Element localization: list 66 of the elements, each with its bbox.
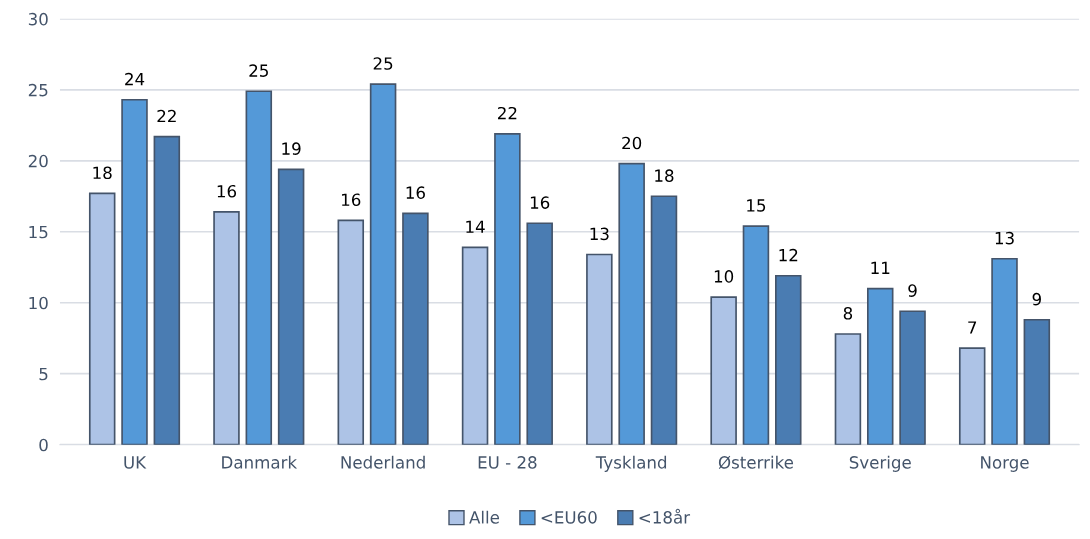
- data-label: 9: [1032, 292, 1041, 306]
- bar: [369, 83, 397, 445]
- x-tick-label: EU - 28: [478, 456, 537, 469]
- bar: [958, 347, 986, 445]
- bar: [650, 195, 678, 445]
- bar: [245, 90, 273, 445]
- bar: [121, 98, 148, 445]
- data-label: 13: [995, 231, 1014, 245]
- data-label: 13: [590, 227, 609, 241]
- x-tick-label: Nederland: [341, 455, 425, 469]
- data-label: 18: [93, 166, 112, 180]
- data-label: 22: [157, 109, 176, 123]
- bar: [742, 225, 770, 445]
- y-tick-label: 20: [28, 154, 48, 168]
- data-label: 25: [249, 64, 268, 77]
- x-tick-label: UK: [124, 456, 147, 469]
- data-label: 15: [747, 199, 766, 212]
- bar: [337, 219, 365, 445]
- y-tick-label: 0: [39, 438, 48, 452]
- data-label: 25: [373, 57, 393, 70]
- bar: [834, 333, 862, 445]
- data-label: 9: [908, 284, 917, 297]
- data-label: 19: [282, 142, 301, 155]
- bar: [710, 296, 737, 445]
- bar: [586, 253, 613, 445]
- y-tick-label: 15: [29, 225, 48, 239]
- bar: [618, 162, 645, 445]
- bar: [88, 192, 116, 445]
- bar: [153, 135, 181, 445]
- data-label: 20: [622, 136, 642, 150]
- data-label: 16: [217, 184, 237, 198]
- data-label: 22: [498, 106, 517, 120]
- bar: [277, 168, 305, 445]
- x-tick-label: Østerrike: [718, 455, 794, 470]
- data-label: 11: [871, 261, 890, 274]
- x-tick-label: Norge: [981, 456, 1029, 472]
- legend-label: <18år: [639, 508, 691, 524]
- data-label: 16: [406, 186, 425, 199]
- data-label: 16: [342, 193, 361, 207]
- y-tick-label: 30: [28, 12, 48, 26]
- data-label: 10: [714, 270, 734, 283]
- bar: [1023, 318, 1051, 445]
- bar: [213, 211, 240, 445]
- bar: [402, 212, 429, 445]
- bar: [775, 274, 802, 445]
- bar: [991, 257, 1018, 445]
- data-label: 7: [968, 321, 977, 334]
- bar: [494, 132, 521, 445]
- y-tick-label: 5: [39, 367, 48, 381]
- data-label: 12: [779, 248, 798, 262]
- data-label: 8: [843, 307, 853, 320]
- data-label: 18: [655, 169, 674, 182]
- bar: [899, 310, 926, 445]
- x-tick-label: Tyskland: [595, 455, 667, 472]
- x-tick-label: Sverige: [849, 455, 911, 472]
- y-tick-label: 10: [29, 296, 48, 310]
- data-label: 16: [530, 196, 550, 209]
- legend-label: <EU60: [541, 511, 597, 524]
- bar: [461, 246, 489, 445]
- data-label: 24: [125, 72, 145, 86]
- x-tick-label: Danmark: [222, 455, 298, 469]
- data-label: 14: [466, 220, 485, 233]
- y-tick-label: 25: [28, 83, 48, 97]
- bar: [866, 287, 894, 445]
- bar: [526, 222, 553, 445]
- legend-label: Alle: [469, 510, 500, 524]
